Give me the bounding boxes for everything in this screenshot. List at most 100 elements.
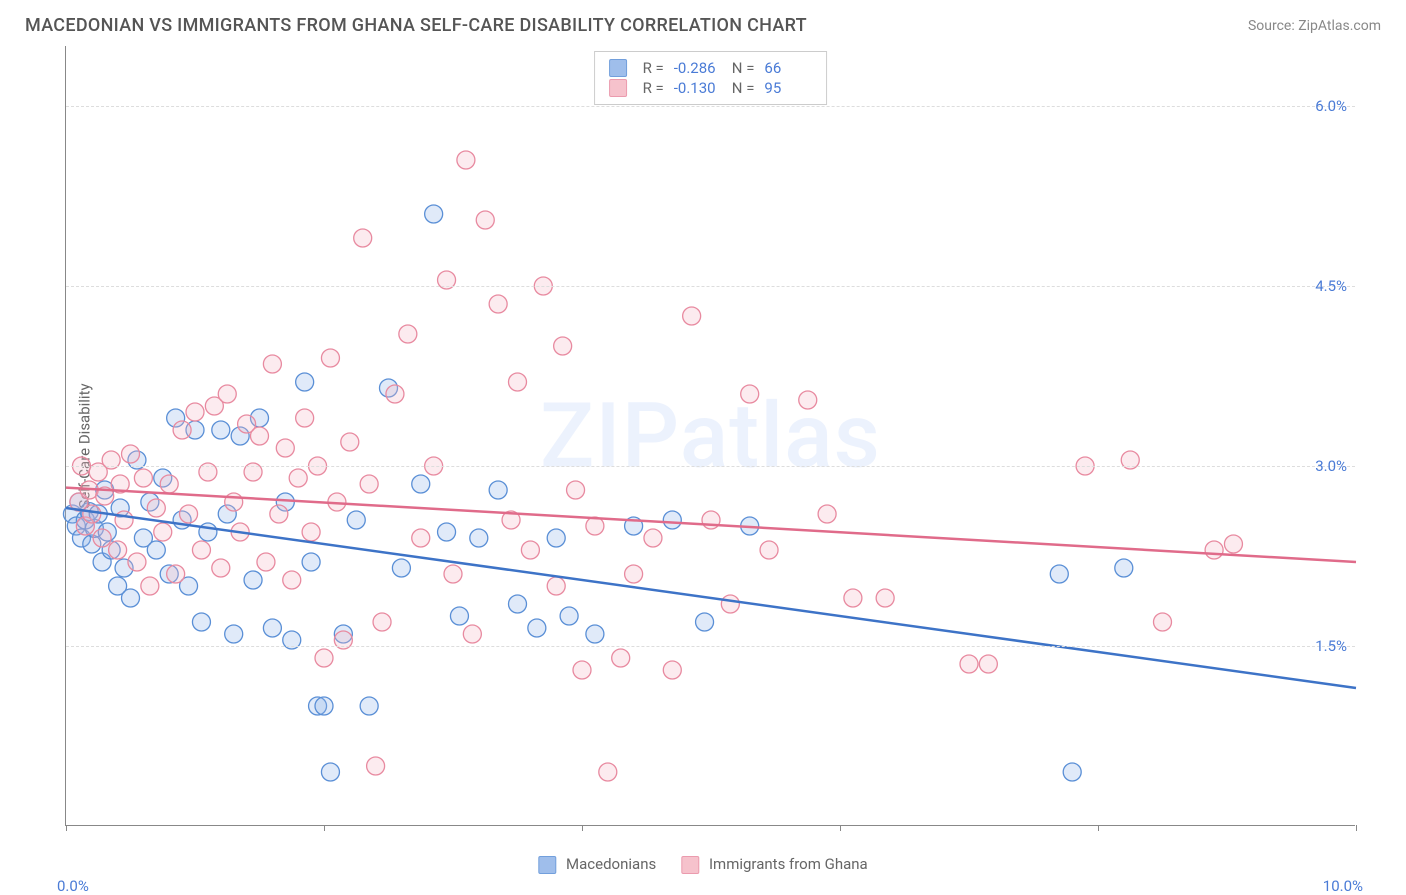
r-value-b: -0.130 xyxy=(674,79,722,97)
legend-label-b: Immigrants from Ghana xyxy=(709,855,868,873)
scatter-point xyxy=(315,697,333,715)
scatter-point xyxy=(444,565,462,583)
scatter-point xyxy=(147,499,165,517)
scatter-point xyxy=(412,475,430,493)
scatter-point xyxy=(844,589,862,607)
scatter-point xyxy=(818,505,836,523)
scatter-point xyxy=(509,595,527,613)
scatter-point xyxy=(360,475,378,493)
scatter-point xyxy=(489,481,507,499)
scatter-point xyxy=(122,589,140,607)
scatter-point xyxy=(521,541,539,559)
scatter-point xyxy=(644,529,662,547)
scatter-point xyxy=(276,439,294,457)
legend-item-b: Immigrants from Ghana xyxy=(681,855,867,874)
scatter-point xyxy=(425,205,443,223)
scatter-point xyxy=(154,523,172,541)
scatter-point xyxy=(373,613,391,631)
n-value-b: 95 xyxy=(764,79,812,97)
scatter-point xyxy=(960,655,978,673)
legend-label-a: Macedonians xyxy=(566,855,656,873)
y-tick-label: 3.0% xyxy=(1315,457,1347,475)
source-name: ZipAtlas.com xyxy=(1298,18,1381,34)
chart-container: MACEDONIAN VS IMMIGRANTS FROM GHANA SELF… xyxy=(0,0,1406,892)
scatter-point xyxy=(141,577,159,595)
scatter-point xyxy=(251,427,269,445)
scatter-point xyxy=(509,373,527,391)
legend-item-a: Macedonians xyxy=(538,855,656,874)
scatter-point xyxy=(186,403,204,421)
n-value-a: 66 xyxy=(764,59,812,77)
scatter-point xyxy=(599,763,617,781)
scatter-point xyxy=(457,151,475,169)
chart-title: MACEDONIAN VS IMMIGRANTS FROM GHANA SELF… xyxy=(25,15,807,36)
legend-swatch-b-icon xyxy=(681,856,699,874)
scatter-point xyxy=(347,511,365,529)
scatter-point xyxy=(296,409,314,427)
x-tick xyxy=(324,825,325,831)
x-tick xyxy=(66,825,67,831)
scatter-point xyxy=(547,577,565,595)
scatter-point xyxy=(315,649,333,667)
scatter-point xyxy=(663,511,681,529)
scatter-point xyxy=(115,511,133,529)
y-tick-label: 1.5% xyxy=(1315,637,1347,655)
x-tick xyxy=(840,825,841,831)
y-tick-label: 4.5% xyxy=(1315,277,1347,295)
scatter-point xyxy=(180,505,198,523)
scatter-point xyxy=(302,523,320,541)
grid-line xyxy=(66,286,1355,287)
stats-row-a: R = -0.286 N = 66 xyxy=(609,58,813,78)
y-tick-label: 6.0% xyxy=(1315,97,1347,115)
scatter-point xyxy=(263,355,281,373)
r-value-a: -0.286 xyxy=(674,59,722,77)
scatter-point xyxy=(470,529,488,547)
x-tick xyxy=(582,825,583,831)
scatter-point xyxy=(528,619,546,637)
scatter-point xyxy=(244,571,262,589)
x-end-label: 10.0% xyxy=(1323,877,1363,895)
scatter-point xyxy=(876,589,894,607)
scatter-point xyxy=(721,595,739,613)
scatter-point xyxy=(134,469,152,487)
scatter-point xyxy=(212,421,230,439)
scatter-point xyxy=(573,661,591,679)
swatch-a-icon xyxy=(609,59,627,77)
legend-bottom: Macedonians Immigrants from Ghana xyxy=(538,855,867,874)
scatter-point xyxy=(360,697,378,715)
scatter-point xyxy=(392,559,410,577)
scatter-point xyxy=(450,607,468,625)
scatter-point xyxy=(296,373,314,391)
scatter-point xyxy=(147,541,165,559)
scatter-point xyxy=(257,553,275,571)
source-attribution: Source: ZipAtlas.com xyxy=(1248,18,1381,34)
scatter-point xyxy=(93,529,111,547)
scatter-point xyxy=(625,565,643,583)
scatter-point xyxy=(192,541,210,559)
scatter-point xyxy=(799,391,817,409)
grid-line xyxy=(66,106,1355,107)
scatter-point xyxy=(586,625,604,643)
x-start-label: 0.0% xyxy=(57,877,89,895)
swatch-b-icon xyxy=(609,79,627,97)
legend-swatch-a-icon xyxy=(538,856,556,874)
scatter-point xyxy=(367,757,385,775)
scatter-point xyxy=(321,763,339,781)
scatter-point xyxy=(399,325,417,343)
trend-line xyxy=(66,508,1356,688)
scatter-point xyxy=(547,529,565,547)
scatter-point xyxy=(192,613,210,631)
stats-row-b: R = -0.130 N = 95 xyxy=(609,78,813,98)
scatter-point xyxy=(167,565,185,583)
scatter-point xyxy=(109,541,127,559)
scatter-point xyxy=(567,481,585,499)
scatter-point xyxy=(263,619,281,637)
plot-wrap: ZIPatlas R = -0.286 N = 66 R = -0.130 N … xyxy=(65,46,1381,826)
grid-line xyxy=(66,646,1355,647)
scatter-point xyxy=(83,505,101,523)
scatter-point xyxy=(554,337,572,355)
source-label: Source: xyxy=(1248,18,1298,34)
title-bar: MACEDONIAN VS IMMIGRANTS FROM GHANA SELF… xyxy=(0,0,1406,46)
r-label-a: R = xyxy=(643,59,664,77)
scatter-point xyxy=(270,505,288,523)
